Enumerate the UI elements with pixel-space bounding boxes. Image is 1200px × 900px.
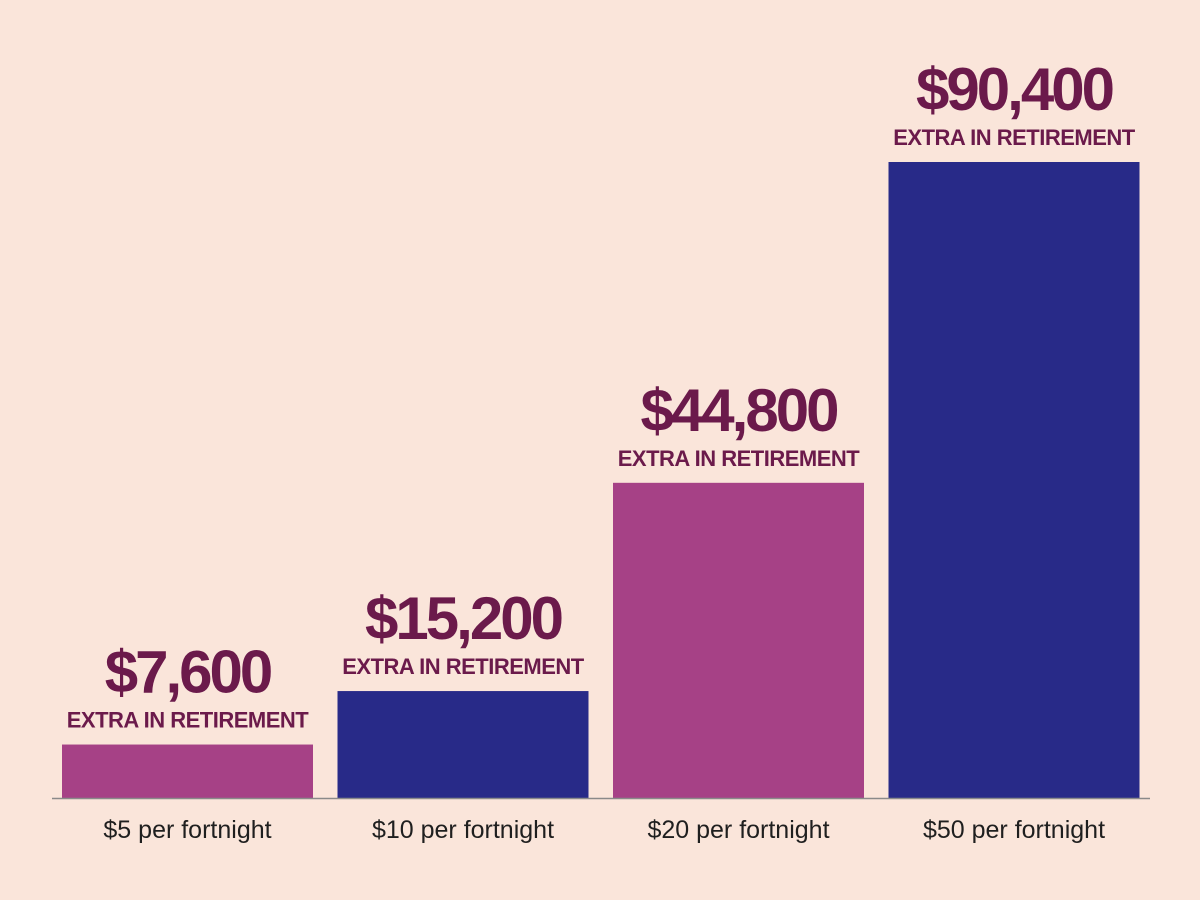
category-label-4: $50 per fortnight	[923, 816, 1105, 844]
category-label-2: $10 per fortnight	[372, 816, 554, 844]
bar-sublabel-1: EXTRA IN RETIREMENT	[67, 708, 310, 733]
bar-4	[888, 162, 1140, 798]
bar-sublabel-3: EXTRA IN RETIREMENT	[618, 446, 861, 471]
bar-sublabel-4: EXTRA IN RETIREMENT	[893, 125, 1136, 150]
bar-value-label-4: $90,400	[916, 56, 1113, 123]
bar-value-label-1: $7,600	[105, 639, 271, 706]
bar-value-label-3: $44,800	[641, 377, 838, 444]
bar-sublabel-2: EXTRA IN RETIREMENT	[342, 654, 585, 679]
category-label-1: $5 per fortnight	[103, 816, 271, 844]
category-label-3: $20 per fortnight	[647, 816, 829, 844]
bar-2	[337, 691, 589, 798]
bar-1	[62, 744, 313, 798]
bars-layer	[62, 162, 1140, 798]
bar-3	[613, 482, 864, 798]
labels-layer: EXTRA IN RETIREMENT$7,600$5 per fortnigh…	[67, 56, 1137, 844]
bar-value-label-2: $15,200	[365, 585, 562, 652]
